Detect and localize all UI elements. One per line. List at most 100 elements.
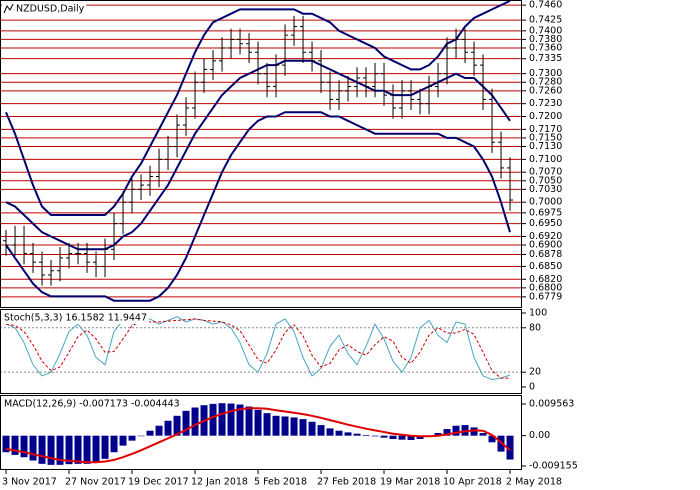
pane-title: MACD(12,26,9) -0.007173 -0.004443 [4, 399, 180, 410]
y-tick-label: 0.6975 [529, 207, 562, 218]
y-tick-label: 0.6920 [529, 231, 562, 242]
symbol-icon [3, 3, 14, 14]
y-tick-label: 0.7400 [529, 25, 562, 36]
y-tick-label: 0.7070 [529, 167, 562, 178]
y-tick-label: 0.6900 [529, 240, 562, 251]
x-tick-label: 19 Mar 2018 [380, 477, 440, 488]
macd-bar [137, 435, 145, 437]
y-tick-label: 0.7335 [529, 53, 562, 64]
y-tick-label: 100 [529, 307, 547, 318]
y-tick-label: 0.7050 [529, 175, 562, 186]
y-tick-label: 0.7300 [529, 68, 562, 79]
y-tick-label: 0.00 [529, 430, 550, 441]
x-tick-label: 5 Feb 2018 [254, 477, 307, 488]
y-tick-label: 0.6950 [529, 218, 562, 229]
macd-bar [470, 427, 478, 436]
y-tick-label: 0.7000 [529, 197, 562, 208]
title-bg [2, 397, 182, 410]
y-tick-label: 0.7130 [529, 141, 562, 152]
y-tick-label: 0.009563 [529, 399, 574, 410]
macd-bar [506, 435, 514, 460]
pane-title: NZDUSD,Daily [16, 4, 85, 15]
macd-bar [209, 403, 217, 436]
x-tick-label: 27 Nov 2017 [65, 477, 126, 488]
macd-bar [452, 425, 460, 436]
macd-bar [47, 435, 55, 465]
macd-bar [11, 435, 19, 455]
bollinger-band [5, 0, 511, 216]
macd-bar [2, 435, 10, 453]
macd-bar [389, 435, 397, 439]
y-tick-label: 0.7170 [529, 124, 562, 135]
macd-bar [146, 430, 154, 436]
y-tick-label: 0.6850 [529, 261, 562, 272]
macd-bar [65, 435, 73, 465]
macd-bar [263, 413, 271, 436]
y-tick-label: 0.7280 [529, 77, 562, 88]
bollinger-band [5, 111, 511, 302]
stoch-line [5, 316, 511, 381]
macd-bar [434, 433, 442, 436]
macd-bar [173, 415, 181, 436]
pane-frame [0, 0, 522, 308]
macd-bar [227, 403, 235, 436]
macd-bar [416, 435, 424, 439]
title-bg [2, 2, 87, 15]
macd-bar [308, 421, 316, 436]
macd-bar [326, 428, 334, 436]
x-tick-label: 12 Jan 2018 [191, 477, 248, 488]
macd-bar [83, 435, 91, 464]
y-tick-label: 0.6878 [529, 249, 562, 260]
macd-bar [488, 435, 496, 443]
y-tick-label: 0.7380 [529, 34, 562, 45]
x-tick-label: 2 May 2018 [506, 477, 562, 488]
stoch-line [5, 318, 510, 379]
macd-bar [299, 419, 307, 436]
macd-bar [182, 410, 190, 436]
macd-bar [380, 435, 388, 438]
y-tick-label: 0.7200 [529, 111, 562, 122]
macd-bar [236, 404, 244, 436]
y-tick-label: 0.7030 [529, 184, 562, 195]
macd-bar [353, 433, 361, 436]
macd-bar [20, 435, 28, 458]
macd-bar [29, 435, 37, 461]
y-tick-label: 0.6800 [529, 282, 562, 293]
y-tick-label: 0.7100 [529, 154, 562, 165]
x-tick-label: 19 Dec 2017 [128, 477, 189, 488]
macd-bar [443, 429, 451, 436]
macd-bar [398, 435, 406, 440]
macd-bar [461, 425, 469, 436]
macd-bar [371, 435, 379, 437]
macd-bar [272, 415, 280, 436]
x-tick-label: 10 Apr 2018 [443, 477, 502, 488]
signal-line [5, 407, 511, 464]
macd-bar [254, 409, 262, 436]
macd-bar [38, 435, 46, 464]
x-tick-label: 3 Nov 2017 [2, 477, 57, 488]
y-tick-label: 0.6820 [529, 274, 562, 285]
macd-bar [119, 435, 127, 446]
title-bg [2, 311, 150, 324]
x-tick-label: 27 Feb 2018 [317, 477, 376, 488]
y-tick-label: 0.7425 [529, 15, 562, 26]
macd-bar [92, 435, 100, 463]
macd-bar [317, 425, 325, 436]
y-tick-label: 0.6779 [529, 291, 562, 302]
y-tick-label: 0 [529, 381, 535, 392]
pane-frame [0, 309, 522, 394]
pane-frame [0, 395, 522, 470]
macd-bar [164, 420, 172, 436]
macd-bar [74, 435, 82, 464]
pane-title: Stoch(5,3,3) 16.1582 11.9447 [4, 313, 147, 324]
y-tick-label: 20 [529, 367, 541, 378]
macd-bar [290, 417, 298, 436]
macd-bar [110, 435, 118, 453]
macd-bar [128, 435, 136, 441]
y-tick-label: 0.7360 [529, 42, 562, 53]
y-tick-label: 0.7230 [529, 98, 562, 109]
macd-bar [344, 432, 352, 436]
macd-bar [218, 403, 226, 436]
macd-bar [56, 435, 64, 465]
